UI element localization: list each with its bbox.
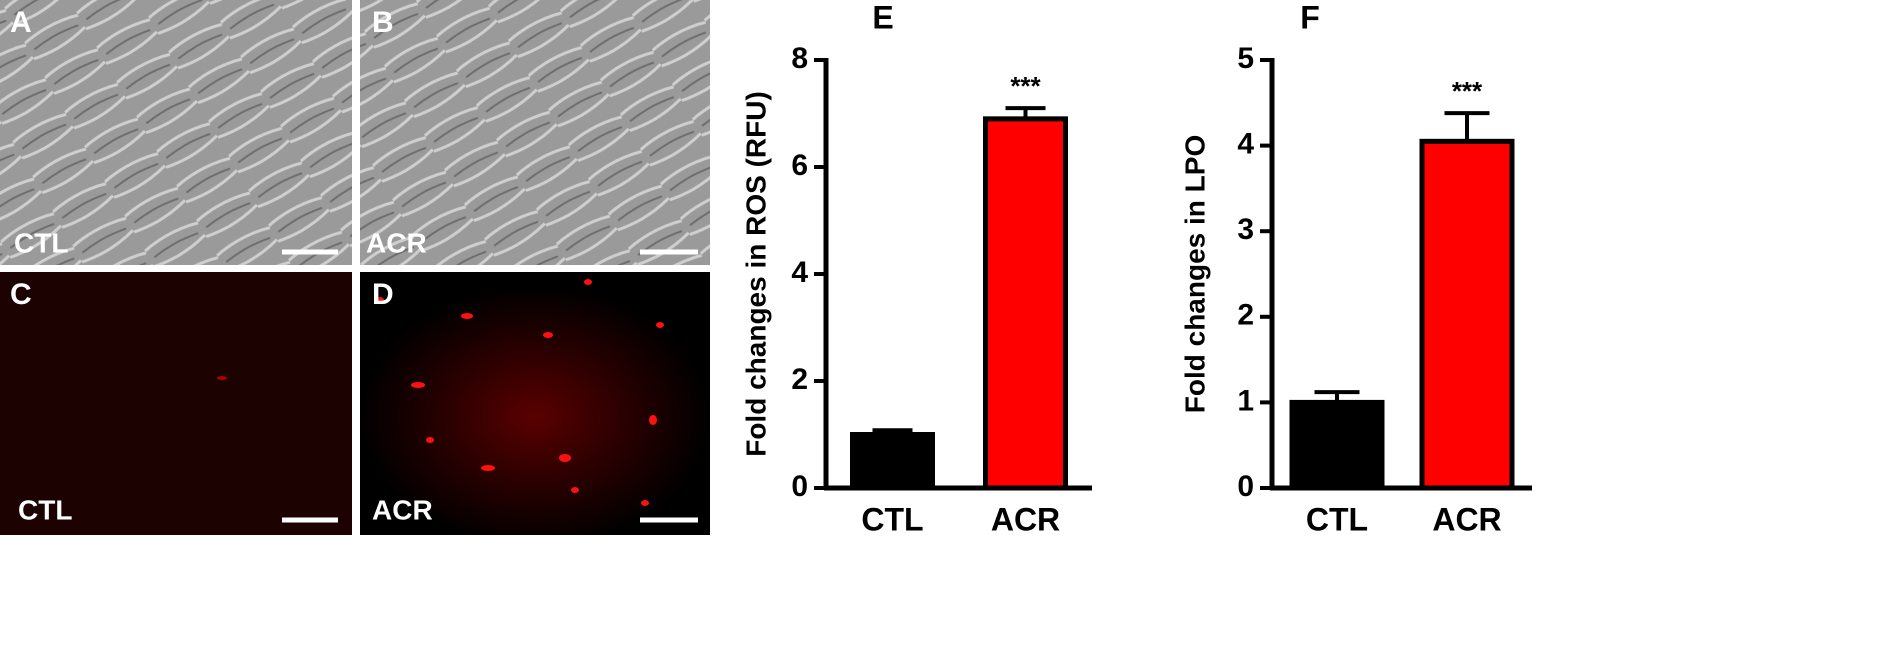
cells (376, 279, 664, 506)
image-panel: B ACR (360, 0, 710, 265)
panel-label: C (10, 278, 32, 311)
y-tick-label: 5 (1237, 42, 1254, 75)
y-tick-label: 0 (791, 470, 808, 503)
panel-label: E (872, 0, 893, 35)
image-caption: CTL (18, 494, 72, 525)
image-caption: CTL (14, 227, 68, 258)
y-tick-label: 6 (791, 149, 808, 182)
y-tick-label: 2 (791, 363, 808, 396)
bar (850, 432, 935, 491)
y-tick-label: 4 (791, 256, 808, 289)
bar (1419, 138, 1515, 491)
image-caption: ACR (372, 494, 433, 525)
panel-label: B (372, 6, 394, 39)
y-tick-label: 8 (791, 42, 808, 75)
micrograph (360, 272, 710, 535)
bar (983, 116, 1068, 491)
image-panel: C CTL (0, 272, 352, 535)
significance: *** (1452, 76, 1483, 106)
y-tick-label: 4 (1237, 128, 1254, 161)
image-panel: D ACR (360, 272, 710, 535)
panel-label: A (10, 6, 32, 39)
cell (217, 376, 227, 380)
bar (1289, 399, 1385, 491)
x-tick-label: CTL (1306, 501, 1368, 537)
y-tick-label: 2 (1237, 299, 1254, 332)
bar-chart: F Fold changes in LPO 0 1 2 3 4 5 CTL ACR *** (1179, 0, 1532, 537)
y-tick-label: 0 (1237, 470, 1254, 503)
micrograph (360, 0, 710, 265)
bar-chart: E Fold changes in ROS (RFU) 0 2 4 6 8 CTL ACR *** (740, 0, 1092, 537)
y-axis-label: Fold changes in LPO (1179, 135, 1210, 413)
y-tick-label: 3 (1237, 213, 1254, 246)
y-axis-label: Fold changes in ROS (RFU) (740, 91, 771, 457)
x-tick-label: CTL (861, 501, 923, 537)
micrograph (0, 0, 352, 265)
micrograph (0, 272, 352, 535)
significance: *** (1010, 71, 1041, 101)
panel-label: F (1300, 0, 1320, 35)
image-caption: ACR (366, 227, 427, 258)
y-tick-label: 1 (1237, 384, 1254, 417)
x-tick-label: ACR (1432, 501, 1501, 537)
panel-label: D (372, 278, 394, 311)
x-tick-label: ACR (991, 501, 1060, 537)
image-panel: A CTL (0, 0, 352, 265)
